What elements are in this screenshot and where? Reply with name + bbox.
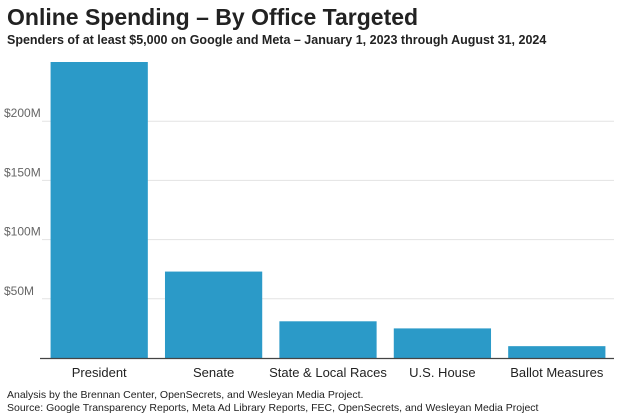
x-tick-label: State & Local Races bbox=[269, 365, 387, 380]
y-tick-label: $100M bbox=[4, 225, 41, 239]
x-tick-label: Senate bbox=[193, 365, 234, 380]
y-tick-label: $200M bbox=[4, 106, 41, 120]
bar bbox=[279, 321, 377, 358]
bar bbox=[393, 328, 492, 358]
footnote-source: Source: Google Transparency Reports, Met… bbox=[7, 402, 539, 414]
footnote-analysis: Analysis by the Brennan Center, OpenSecr… bbox=[7, 389, 364, 401]
chart-subtitle: Spenders of at least $5,000 on Google an… bbox=[7, 33, 547, 47]
y-tick-label: $150M bbox=[4, 165, 41, 179]
bar bbox=[508, 346, 606, 358]
x-tick-label: Ballot Measures bbox=[510, 365, 604, 380]
bar bbox=[50, 62, 148, 358]
bar bbox=[164, 271, 263, 358]
y-tick-label: $50M bbox=[4, 284, 34, 298]
chart-title: Online Spending – By Office Targeted bbox=[7, 4, 419, 30]
x-tick-label: U.S. House bbox=[409, 365, 475, 380]
x-tick-label: President bbox=[72, 365, 127, 380]
